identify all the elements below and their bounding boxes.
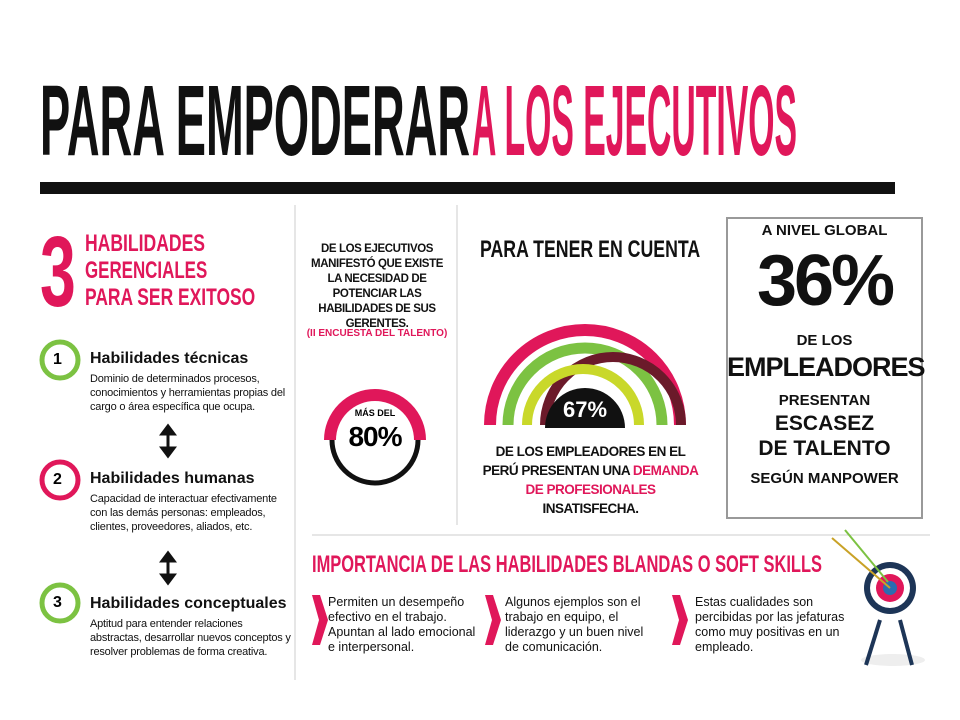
skill-desc: Aptitud para entender relaciones abstrac… bbox=[90, 618, 291, 658]
box bbox=[726, 217, 923, 519]
skill-title: Habilidades técnicas bbox=[90, 350, 249, 367]
soft-text: Estas cualidades son percibidas por las … bbox=[695, 595, 845, 654]
target-icon bbox=[831, 529, 925, 666]
box-text: DE LOS bbox=[796, 332, 853, 349]
box-text: EMPLEADORES bbox=[727, 352, 926, 382]
stat-text: DE LOS EMPLEADORES EN EL PERÚ PRESENTAN … bbox=[478, 442, 703, 518]
skill-title: Habilidades conceptuales bbox=[90, 595, 287, 612]
skill-desc: Capacidad de interactuar efectivamente c… bbox=[90, 493, 277, 533]
arc bbox=[522, 364, 644, 426]
text: DE LOS EMPLEADORES EN EL PERÚ PRESENTAN … bbox=[482, 444, 686, 478]
arc bbox=[502, 342, 668, 426]
box-text: SEGÚN MANPOWER bbox=[750, 470, 899, 487]
step-circle bbox=[39, 339, 81, 381]
half-disc bbox=[545, 388, 625, 428]
title: A LOS EJECUTIVOS bbox=[472, 65, 798, 177]
box-text: A NIVEL GLOBAL bbox=[761, 222, 888, 239]
skill-desc: Dominio de determinados procesos, conoci… bbox=[90, 373, 285, 413]
soft-text: Permiten un desempeño efectivo en el tra… bbox=[328, 595, 476, 654]
heading: GERENCIALES bbox=[85, 257, 208, 284]
step-number: 2 bbox=[53, 471, 62, 488]
title-bar bbox=[40, 182, 895, 194]
box-value: 36% bbox=[756, 241, 895, 321]
box-text: PRESENTAN bbox=[778, 392, 871, 409]
survey-source: (II ENCUESTA DEL TALENTO) bbox=[306, 328, 448, 339]
highlight: DEMANDA DE PROFESIONALES bbox=[525, 463, 699, 497]
box-text: ESCASEZ bbox=[774, 412, 875, 435]
stat-value: 67% bbox=[562, 397, 608, 422]
section-title: PARA TENER EN CUENTA bbox=[480, 236, 701, 263]
text: INSATISFECHA. bbox=[542, 501, 639, 516]
gauge-arc bbox=[324, 389, 426, 441]
heading: PARA SER EXITOSO bbox=[85, 284, 256, 311]
step-circle bbox=[39, 582, 81, 624]
skill-title: Habilidades humanas bbox=[90, 470, 255, 487]
step-number: 1 bbox=[53, 351, 62, 368]
survey-text: DE LOS EJECUTIVOS MANIFESTÓ QUE EXISTE L… bbox=[311, 243, 443, 330]
gauge-prefix: MÁS DEL bbox=[354, 408, 396, 418]
soft-text: Algunos ejemplos son el trabajo en equip… bbox=[505, 595, 644, 654]
step-number: 3 bbox=[53, 594, 62, 611]
big-number: 3 bbox=[40, 216, 76, 328]
step-circle bbox=[39, 459, 81, 501]
section-title: IMPORTANCIA DE LAS HABILIDADES BLANDAS O… bbox=[312, 551, 822, 578]
gauge-value: 80% bbox=[348, 421, 402, 452]
box-text: DE TALENTO bbox=[758, 437, 891, 460]
arc bbox=[540, 352, 686, 426]
heading: HABILIDADES bbox=[85, 230, 206, 257]
chevrons bbox=[312, 595, 688, 645]
arrows bbox=[159, 423, 177, 586]
title: PARA EMPODERAR bbox=[40, 65, 471, 177]
